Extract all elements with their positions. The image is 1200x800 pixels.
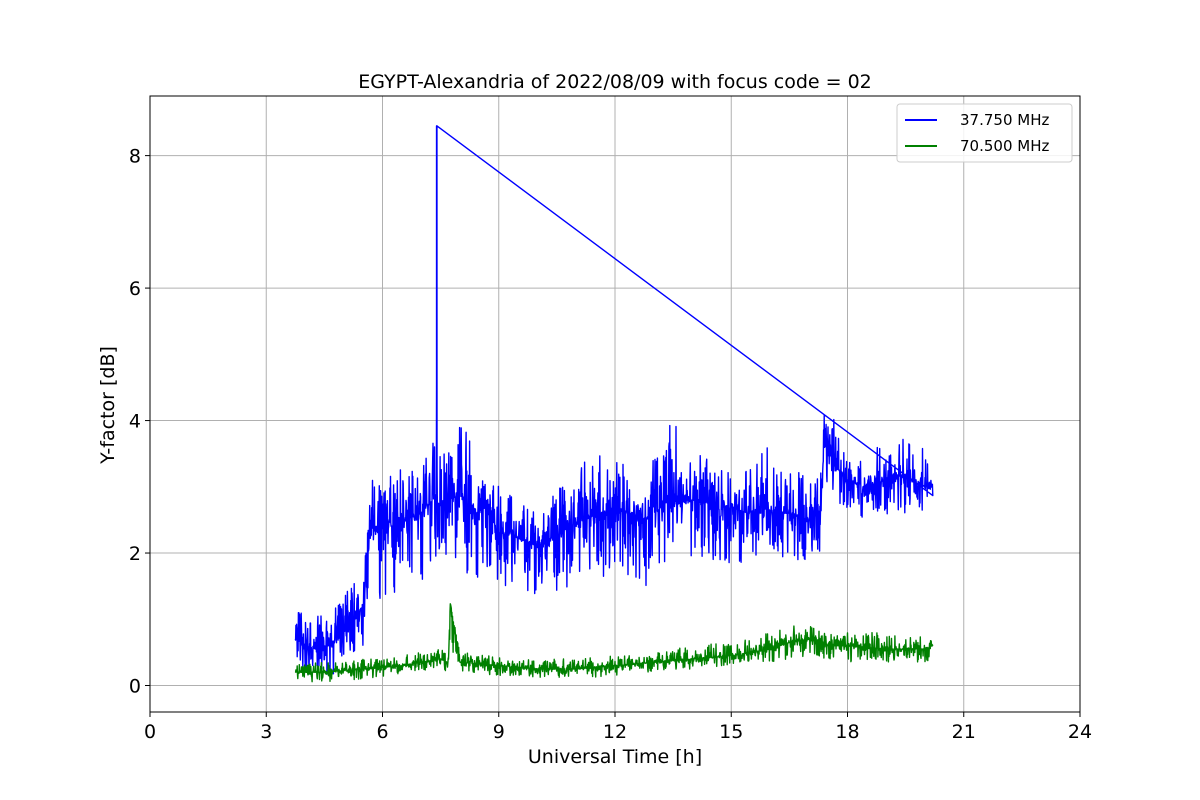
series-layer [294,125,934,683]
y-tick-label: 4 [129,411,141,433]
legend-box [896,103,1073,163]
legend-label: 37.750 MHz [960,111,1049,129]
x-tick-label: 9 [493,721,505,743]
y-tick-label: 6 [129,278,141,300]
legend: 37.750 MHz 70.500 MHz [896,103,1073,163]
x-axis-label: Universal Time [h] [528,746,702,768]
x-tick-label: 21 [952,721,976,743]
y-tick-label: 8 [129,146,141,168]
y-tick-label: 2 [129,543,141,565]
y-axis-label: Y-factor [dB] [97,346,119,465]
series-line-2 [294,603,934,683]
x-tick-label: 18 [835,721,859,743]
x-tick-label: 3 [260,721,272,743]
grid [149,96,1081,712]
series-line-1 [294,125,934,678]
x-tick-label: 0 [144,721,156,743]
chart-title: EGYPT-Alexandria of 2022/08/09 with focu… [358,71,872,93]
plot-frame [149,95,1081,713]
x-tick-label: 24 [1068,721,1092,743]
legend-label: 70.500 MHz [960,137,1049,155]
x-tick-label: 6 [376,721,388,743]
x-tick-label: 12 [603,721,627,743]
y-tick-label: 0 [129,676,141,698]
x-tick-label: 15 [719,721,743,743]
